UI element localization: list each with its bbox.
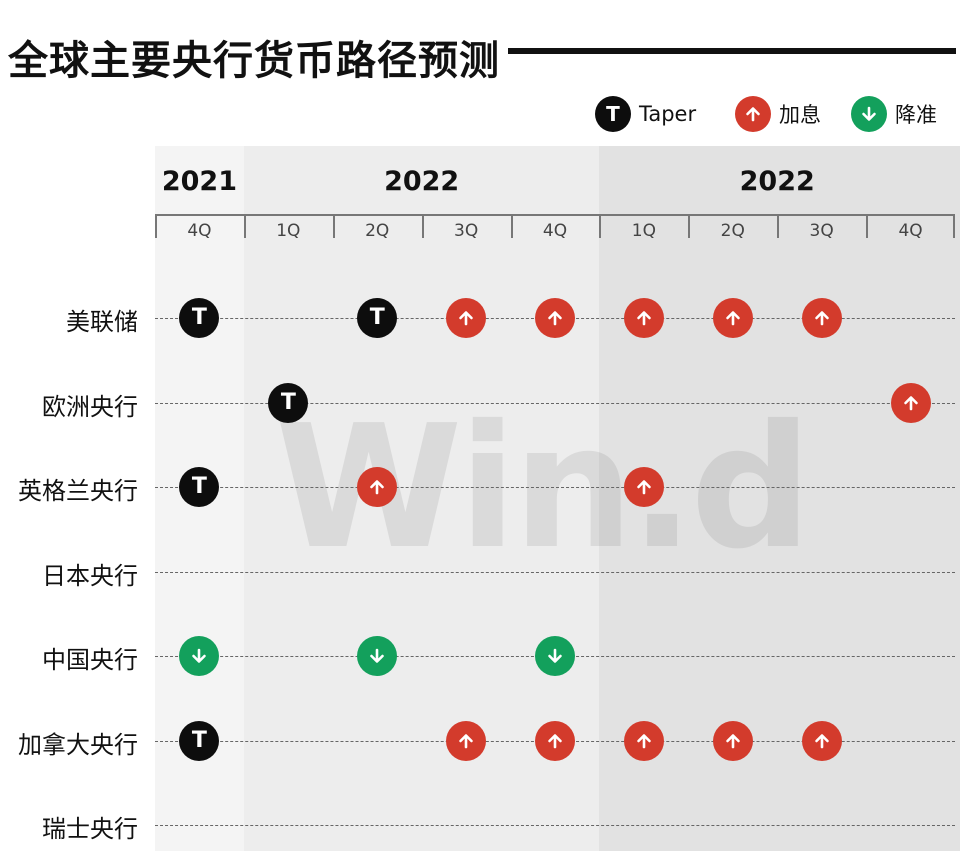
taper-icon: T	[179, 298, 220, 338]
event-marker-cut	[535, 636, 575, 676]
row-label: 欧洲央行	[42, 392, 138, 421]
quarter-tick	[953, 214, 955, 238]
arrow-up-icon	[623, 720, 664, 761]
arrow-down-icon	[179, 636, 220, 676]
row-guide-line	[155, 487, 955, 488]
quarter-label: 4Q	[898, 221, 923, 241]
legend-item-taper: T Taper	[595, 94, 696, 134]
quarter-tick	[510, 214, 513, 238]
event-marker-hike	[357, 467, 398, 507]
taper-icon: T	[595, 96, 631, 132]
legend-label: 降准	[895, 103, 937, 127]
event-marker-hike	[623, 720, 664, 761]
quarter-label: 4Q	[187, 221, 212, 241]
arrow-up-icon	[535, 720, 575, 761]
legend-label: 加息	[779, 103, 821, 127]
event-marker-hike	[446, 298, 487, 338]
legend-label: Taper	[639, 102, 697, 126]
arrow-up-icon	[712, 720, 753, 761]
arrow-up-icon	[890, 382, 931, 423]
row-label: 英格兰央行	[18, 477, 138, 505]
legend-item-cut: 降准	[851, 94, 937, 134]
event-marker-taper: T	[179, 720, 220, 761]
arrow-up-icon	[801, 720, 842, 761]
event-marker-cut	[357, 636, 398, 676]
quarter-label: 1Q	[276, 221, 301, 241]
arrow-up-icon	[623, 298, 664, 338]
quarter-tick	[421, 214, 424, 238]
arrow-up-icon	[712, 298, 753, 338]
event-marker-hike	[446, 720, 487, 761]
arrow-down-icon	[535, 636, 575, 676]
quarter-label: 2Q	[365, 221, 390, 241]
event-marker-hike	[535, 298, 575, 338]
event-marker-hike	[890, 382, 931, 423]
taper-icon: T	[357, 298, 398, 338]
event-marker-hike	[712, 720, 753, 761]
quarter-tick	[155, 214, 157, 238]
quarter-label: 1Q	[631, 221, 656, 241]
row-guide-line	[155, 571, 955, 573]
quarter-label: 2Q	[720, 221, 745, 241]
event-marker-taper: T	[357, 298, 398, 338]
event-marker-taper: T	[268, 382, 309, 423]
event-marker-hike	[801, 298, 842, 338]
title-rule	[508, 48, 956, 54]
event-marker-hike	[801, 720, 842, 761]
quarter-tick	[688, 214, 691, 238]
year-label: 2022	[739, 166, 815, 197]
legend: T Taper 加息 降准	[0, 94, 960, 134]
row-label: 美联储	[66, 308, 138, 336]
row-label: 日本央行	[42, 561, 138, 590]
quarter-tick	[599, 214, 602, 238]
event-marker-taper: T	[179, 298, 220, 338]
arrow-up-icon	[446, 720, 487, 761]
quarter-label: 4Q	[542, 221, 568, 241]
arrow-up-icon	[623, 467, 664, 507]
arrow-up-icon	[801, 298, 842, 338]
arrow-up-icon	[535, 298, 575, 338]
quarter-tick	[243, 214, 246, 238]
row-guide-line	[155, 402, 955, 404]
row-label: 中国央行	[42, 646, 138, 674]
arrow-down-icon	[851, 96, 887, 132]
legend-item-hike: 加息	[735, 94, 821, 134]
chart-title: 全球主要央行货币路径预测	[8, 38, 500, 84]
taper-icon: T	[268, 382, 309, 423]
event-marker-hike	[712, 298, 753, 338]
quarter-tick	[777, 214, 780, 238]
event-marker-hike	[535, 720, 575, 761]
taper-icon: T	[179, 720, 220, 761]
event-marker-taper: T	[179, 467, 220, 507]
event-marker-cut	[179, 636, 220, 676]
event-marker-hike	[623, 467, 664, 507]
quarter-label: 3Q	[809, 221, 834, 241]
quarter-tick	[866, 214, 869, 238]
quarter-tick	[332, 214, 335, 238]
event-marker-hike	[623, 298, 664, 338]
quarter-label: 3Q	[454, 221, 479, 241]
quarter-axis: 4Q 1Q 2Q 3Q 4Q 1Q 2Q 3Q 4Q	[155, 214, 955, 242]
row-label: 加拿大央行	[18, 730, 138, 759]
year-label: 2022	[384, 166, 460, 197]
arrow-down-icon	[357, 636, 398, 676]
quarter-axis-baseline	[155, 214, 955, 216]
arrow-up-icon	[446, 298, 487, 338]
arrow-up-icon	[735, 96, 771, 132]
row-guide-line	[155, 825, 955, 826]
year-label: 2021	[161, 166, 238, 197]
taper-icon: T	[179, 467, 220, 507]
arrow-up-icon	[357, 467, 398, 507]
row-label: 瑞士央行	[42, 815, 138, 843]
